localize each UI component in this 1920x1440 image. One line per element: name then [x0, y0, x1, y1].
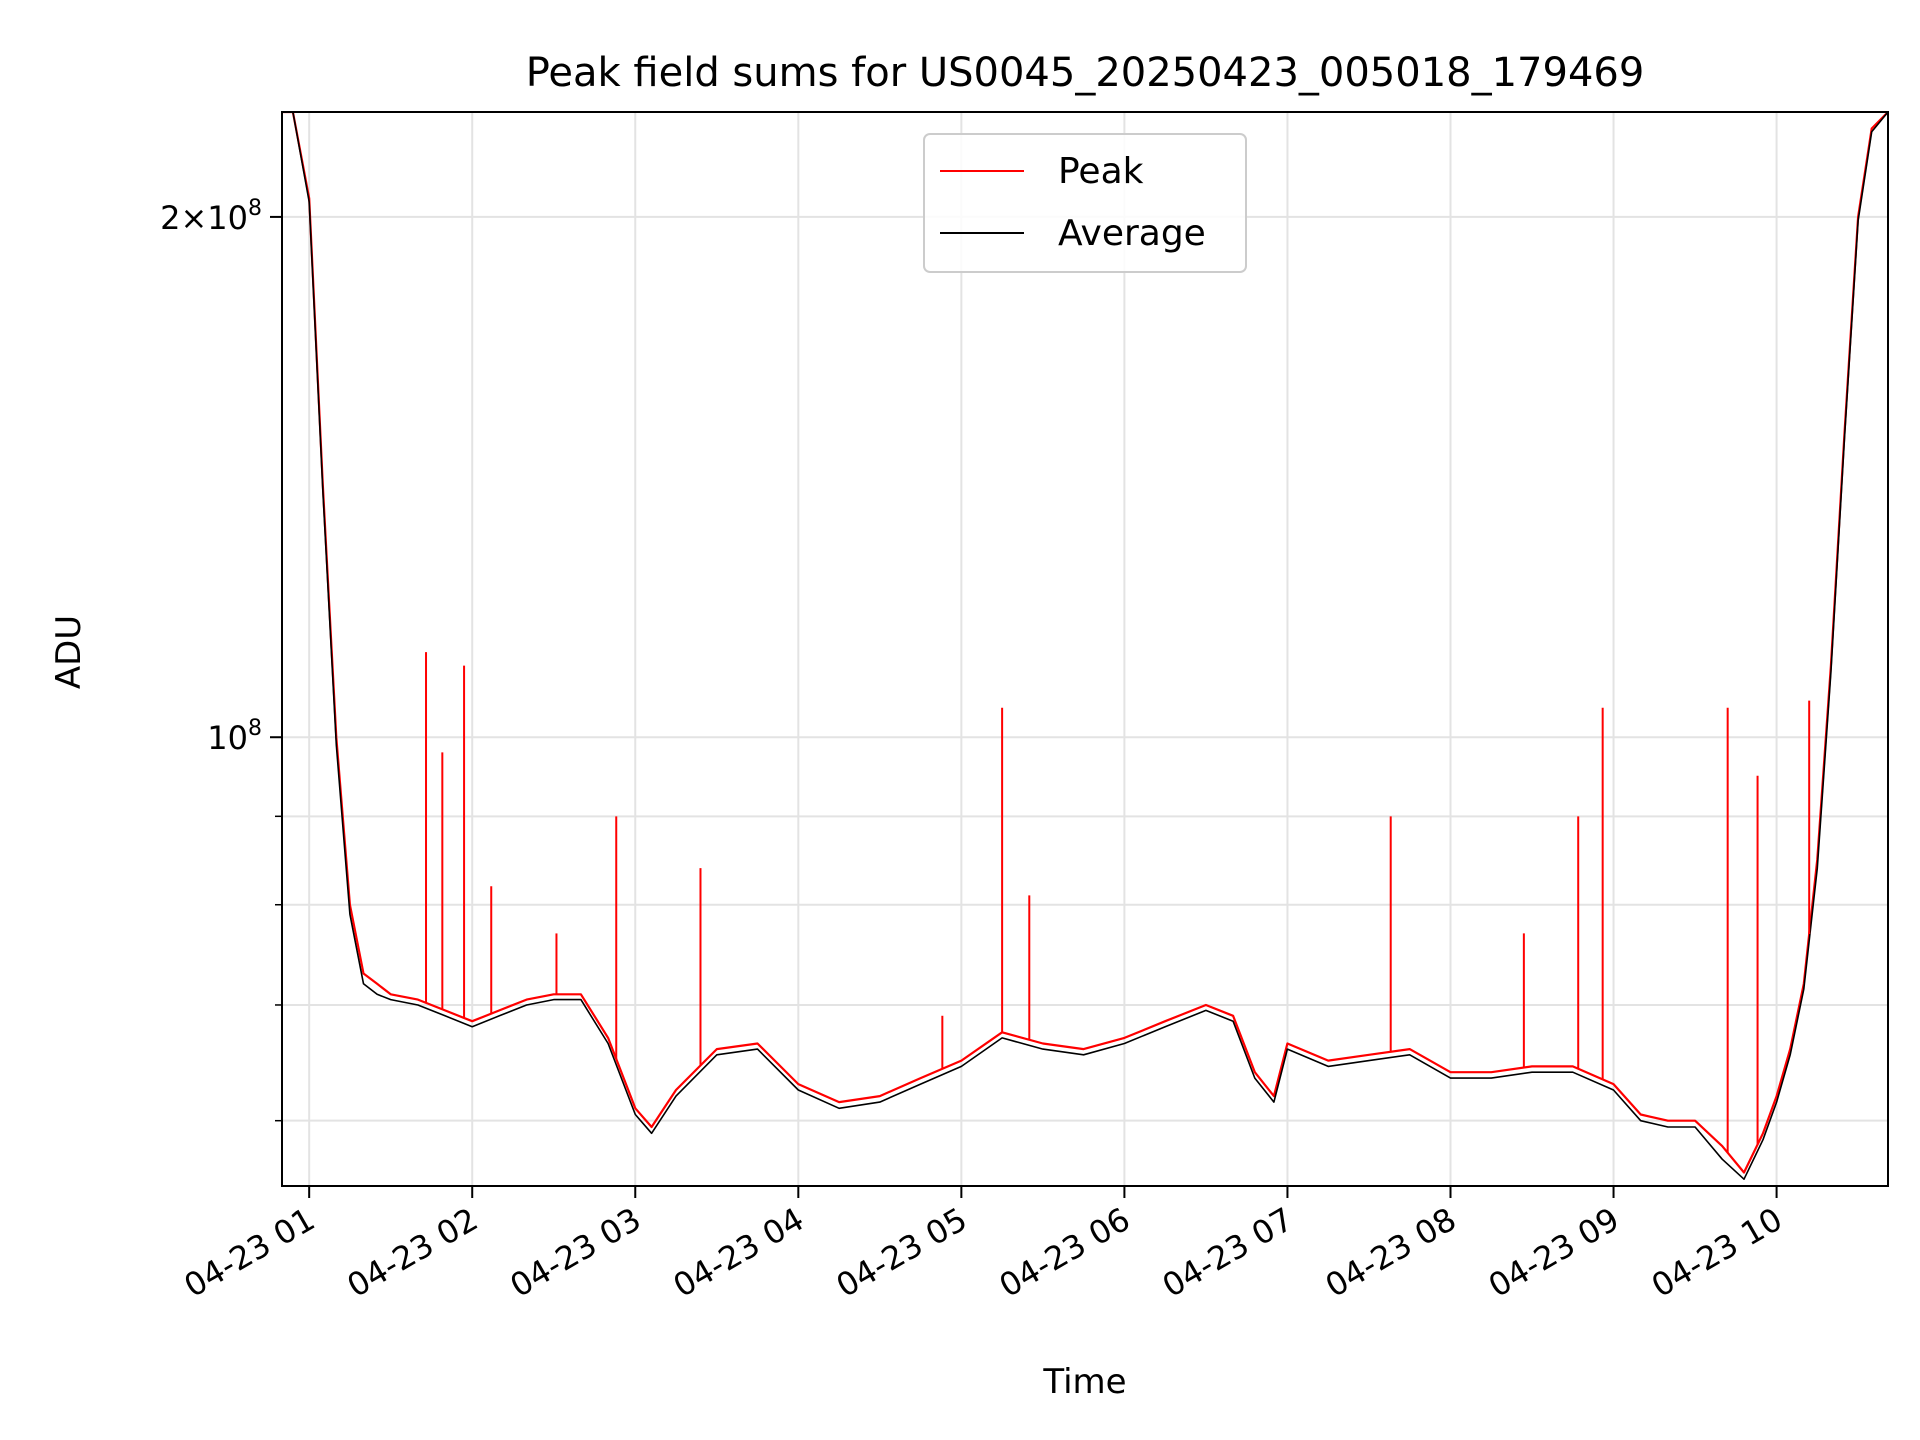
- x-tick-label: 04-23 07: [1156, 1200, 1300, 1305]
- x-tick-label: 04-23 09: [1482, 1200, 1626, 1305]
- x-tick-label: 04-23 06: [993, 1200, 1137, 1305]
- legend-label-average: Average: [1058, 213, 1206, 254]
- series-layer: [282, 112, 1888, 1180]
- y-tick-label: 108: [207, 716, 262, 757]
- legend: Peak Average: [923, 133, 1247, 273]
- y-axis-ticks: 108 2×108: [160, 196, 282, 1122]
- chart-title: Peak field sums for US0045_20250423_0050…: [526, 50, 1645, 96]
- x-tick-label: 04-23 08: [1319, 1200, 1463, 1305]
- series-line-peak: [282, 112, 1888, 1174]
- plot-frame: [281, 111, 1889, 1187]
- x-tick-label: 04-23 03: [504, 1200, 648, 1305]
- x-tick-label: 04-23 04: [667, 1200, 811, 1305]
- x-tick-label: 04-23 01: [178, 1200, 322, 1305]
- legend-box: [923, 133, 1247, 273]
- legend-label-peak: Peak: [1058, 151, 1144, 192]
- x-tick-label: 04-23 10: [1645, 1200, 1789, 1305]
- x-axis-label: Time: [1042, 1362, 1126, 1402]
- grid-layer: [282, 112, 1888, 1186]
- y-tick-label: 2×108: [160, 196, 262, 237]
- x-tick-label: 04-23 02: [341, 1200, 485, 1305]
- x-tick-label: 04-23 05: [830, 1200, 974, 1305]
- y-axis-label: ADU: [49, 615, 89, 689]
- series-line-average: [282, 112, 1888, 1180]
- x-axis-ticks: 04-23 01 04-23 02 04-23 03 04-23 04 04-23 05…: [178, 1186, 1789, 1305]
